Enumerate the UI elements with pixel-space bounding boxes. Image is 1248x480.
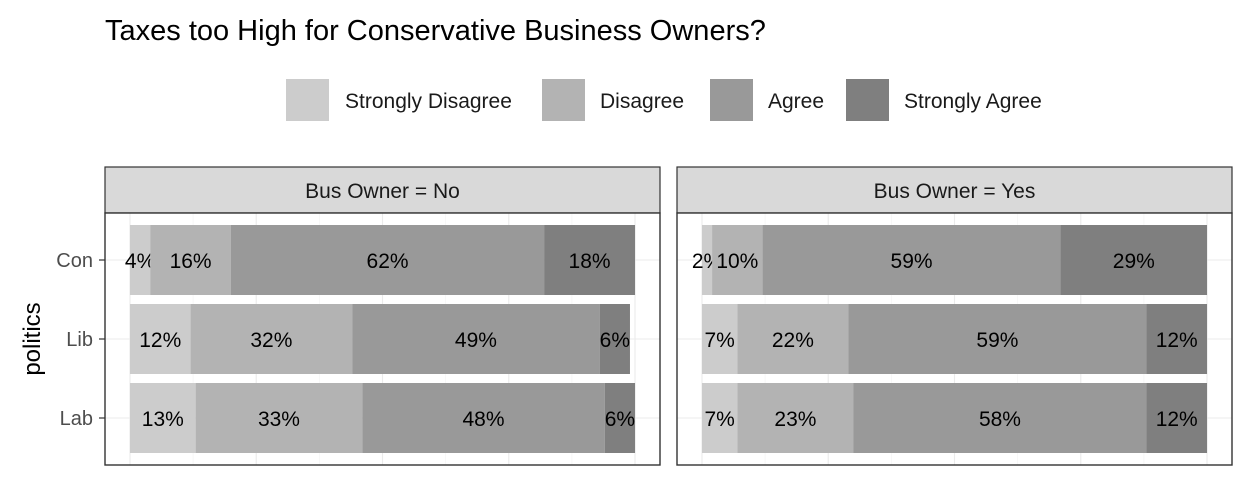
y-tick-label-lab: Lab [60,408,93,430]
data-label: 29% [1113,250,1155,273]
bar-lib-strongly-disagree [701,304,738,374]
legend-key-strongly-agree [846,79,889,121]
bar-lab-disagree [737,383,854,453]
data-label: 7% [704,329,734,352]
bar-con-disagree [712,225,763,295]
bar-lab-agree [362,383,605,453]
data-label: 6% [600,329,630,352]
legend-label-agree: Agree [768,90,824,113]
legend-label-disagree: Disagree [600,90,684,113]
y-axis-title: politics [19,302,46,375]
facets: Bus Owner = No 4% 16% 62% 18% 12% 32% 49% 6% 13% 3… [56,166,1233,466]
facet-strip-label: Bus Owner = No [305,180,460,203]
bar-lab-strongly-agree [604,383,636,453]
data-label: 59% [891,250,933,273]
data-label: 16% [170,250,212,273]
data-label: 13% [142,408,184,431]
facet-strip [104,166,661,214]
facet-panel-1: Bus Owner = No 4% 16% 62% 18% 12% 32% 49% 6% 13% 3… [56,166,661,466]
bar-con-strongly-agree [1060,225,1208,295]
bar-lib-strongly-agree [1146,304,1208,374]
data-label: 33% [258,408,300,431]
data-label: 12% [139,329,181,352]
data-label: 58% [979,408,1021,431]
bar-lib-agree [848,304,1147,374]
bar-lib-disagree [737,304,849,374]
chart-title: Taxes too High for Conservative Business… [105,15,766,47]
data-label: 62% [367,250,409,273]
data-label: 4% [125,250,155,273]
data-label: 12% [1156,329,1198,352]
legend-label-strongly-disagree: Strongly Disagree [345,90,512,113]
legend: Strongly Disagree Disagree Agree Strongly A… [286,79,1042,121]
data-label: 12% [1156,408,1198,431]
y-tick-label-lib: Lib [66,329,93,351]
legend-key-strongly-disagree [286,79,329,121]
bar-lab-strongly-disagree [129,383,196,453]
data-label: 32% [250,329,292,352]
legend-key-disagree [542,79,585,121]
data-label: 48% [462,408,504,431]
bar-lab-agree [853,383,1147,453]
facet-strip-label: Bus Owner = Yes [874,180,1036,203]
data-label: 10% [716,250,758,273]
data-label: 6% [605,408,635,431]
data-label: 18% [569,250,611,273]
bar-lab-strongly-disagree [701,383,738,453]
bar-lab-strongly-agree [1146,383,1208,453]
bar-con-strongly-agree [544,225,636,295]
legend-label-strongly-agree: Strongly Agree [904,90,1042,113]
data-label: 22% [772,329,814,352]
legend-key-agree [710,79,753,121]
data-label: 7% [704,408,734,431]
bar-con-agree [762,225,1061,295]
data-label: 49% [455,329,497,352]
bar-con-strongly-disagree [701,225,713,295]
bar-con-strongly-disagree [129,225,151,295]
bar-con-disagree [150,225,231,295]
bar-lib-disagree [190,304,353,374]
bar-lib-strongly-agree [599,304,630,374]
bar-lib-agree [352,304,600,374]
bar-con-agree [230,225,545,295]
data-label: 23% [774,408,816,431]
bar-lib-strongly-disagree [129,304,191,374]
data-label: 59% [976,329,1018,352]
y-tick-label-con: Con [56,250,93,272]
bar-lab-disagree [195,383,363,453]
